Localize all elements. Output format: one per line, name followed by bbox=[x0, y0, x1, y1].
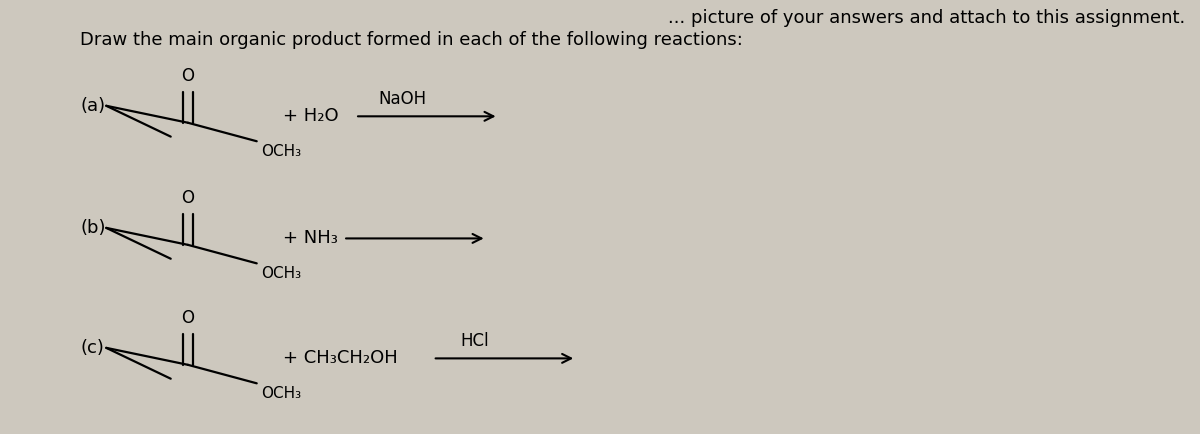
Text: + CH₃CH₂OH: + CH₃CH₂OH bbox=[283, 349, 398, 368]
Text: ... picture of your answers and attach to this assignment.: ... picture of your answers and attach t… bbox=[668, 9, 1186, 27]
Text: OCH₃: OCH₃ bbox=[262, 144, 301, 159]
Text: (c): (c) bbox=[80, 339, 104, 357]
Text: NaOH: NaOH bbox=[379, 90, 427, 108]
Text: O: O bbox=[181, 189, 194, 207]
Text: (b): (b) bbox=[80, 219, 106, 237]
Text: HCl: HCl bbox=[461, 332, 488, 350]
Text: (a): (a) bbox=[80, 97, 106, 115]
Text: Draw the main organic product formed in each of the following reactions:: Draw the main organic product formed in … bbox=[80, 31, 743, 49]
Text: + H₂O: + H₂O bbox=[283, 107, 340, 125]
Text: OCH₃: OCH₃ bbox=[262, 386, 301, 401]
Text: O: O bbox=[181, 309, 194, 327]
Text: O: O bbox=[181, 67, 194, 85]
Text: OCH₃: OCH₃ bbox=[262, 266, 301, 281]
Text: + NH₃: + NH₃ bbox=[283, 230, 338, 247]
